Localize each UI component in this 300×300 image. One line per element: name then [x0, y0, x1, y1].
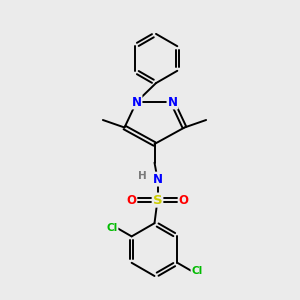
Text: N: N	[131, 95, 142, 109]
Text: N: N	[152, 172, 163, 186]
Text: N: N	[167, 95, 178, 109]
Text: O: O	[178, 194, 189, 207]
Text: O: O	[126, 194, 136, 207]
Text: H: H	[137, 171, 146, 181]
Text: Cl: Cl	[106, 223, 118, 233]
Text: Cl: Cl	[191, 266, 203, 276]
Text: S: S	[153, 194, 162, 207]
